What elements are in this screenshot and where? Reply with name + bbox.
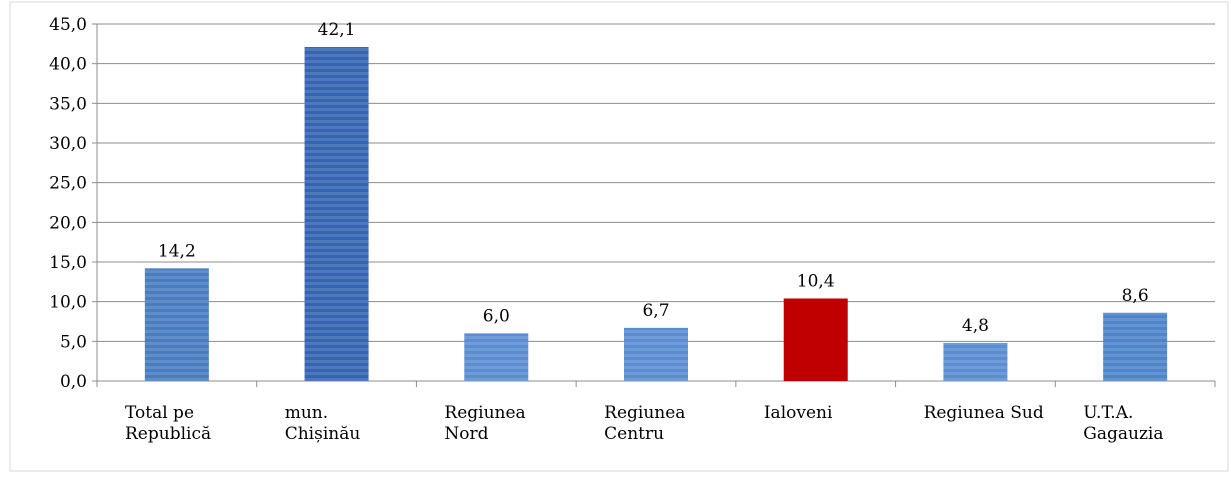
value-label: 42,1: [318, 20, 356, 40]
value-label: 4,8: [962, 316, 989, 336]
x-tick-label: Total pe Republică: [125, 403, 211, 444]
bar-stripes: [464, 333, 529, 381]
value-label: 6,0: [483, 306, 510, 326]
y-tick-label: 0,0: [60, 372, 87, 392]
bar-stripes: [304, 47, 369, 382]
y-tick-label: 25,0: [49, 174, 87, 194]
x-tick-label: U.T.A. Gagauzia: [1083, 403, 1163, 444]
x-tick-label: Regiunea Centru: [604, 403, 685, 444]
value-label: 6,7: [642, 301, 669, 321]
chart-border: [9, 1, 1229, 472]
y-tick-label: 40,0: [49, 55, 87, 75]
y-tick-label: 20,0: [49, 213, 87, 233]
x-tick-label: Regiunea Nord: [444, 403, 525, 444]
y-tick-label: 35,0: [49, 94, 87, 114]
bar-stripes: [1103, 312, 1168, 381]
x-tick-label: Ialoveni: [764, 403, 833, 423]
value-label: 10,4: [797, 271, 835, 291]
bar-stripes: [144, 268, 209, 381]
value-label: 8,6: [1122, 286, 1149, 306]
value-label: 14,2: [158, 241, 196, 261]
x-tick-label: Regiunea Sud: [924, 403, 1044, 423]
bar-stripes: [943, 342, 1008, 381]
y-tick-label: 10,0: [49, 293, 87, 313]
y-tick-label: 15,0: [49, 253, 87, 273]
bar: [783, 298, 848, 381]
y-tick-label: 45,0: [49, 15, 87, 35]
y-tick-label: 5,0: [60, 332, 87, 352]
x-tick-label: mun. Chișinău: [285, 403, 361, 444]
bar-stripes: [624, 327, 688, 381]
y-tick-label: 30,0: [49, 134, 87, 154]
